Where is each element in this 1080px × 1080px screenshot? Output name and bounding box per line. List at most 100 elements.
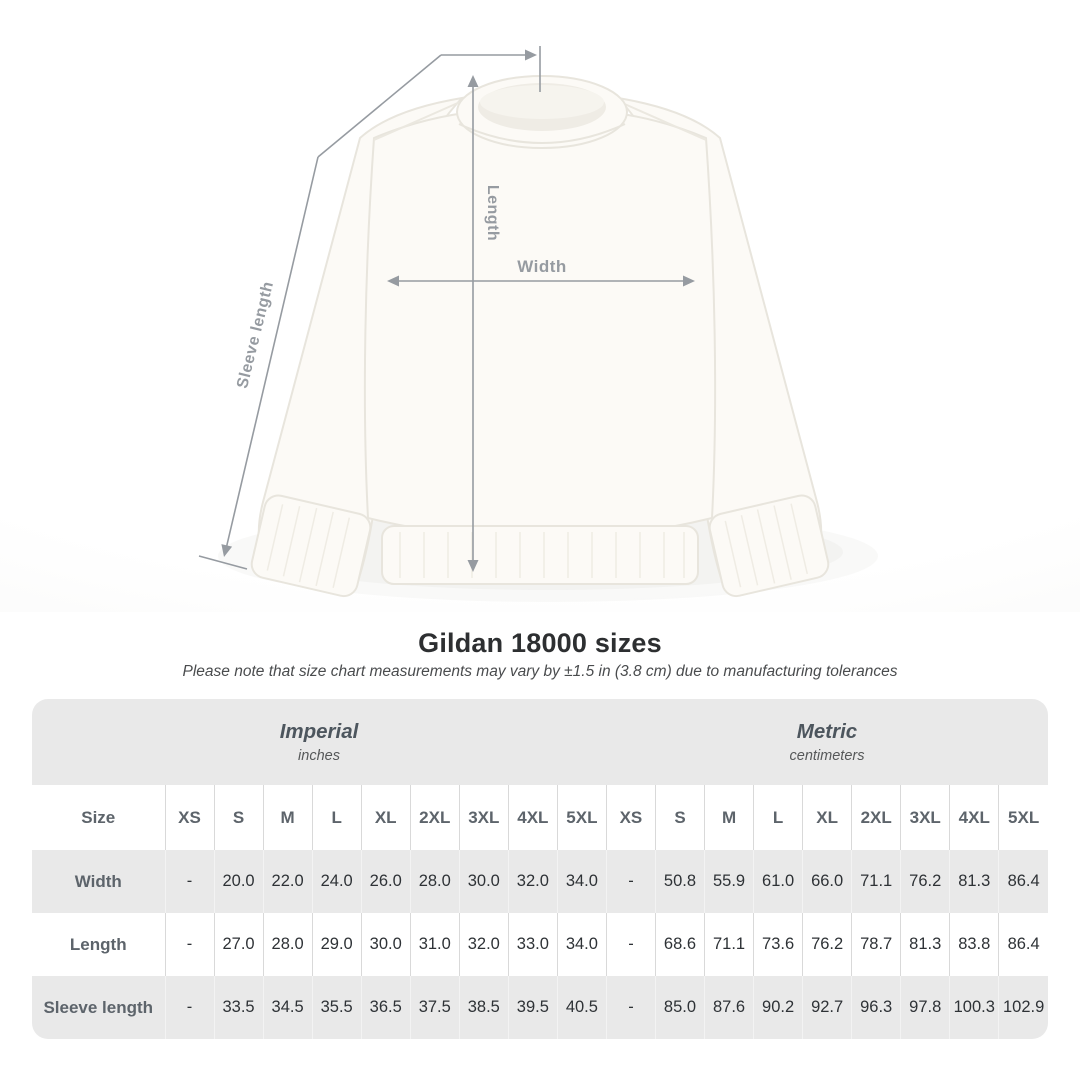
size-header-imperial: 2XL — [409, 785, 460, 850]
table-cell-imperial: 26.0 — [360, 850, 411, 913]
table-cell-metric: 86.4 — [998, 913, 1048, 976]
width-label: Width — [517, 257, 567, 276]
table-cell-imperial: 33.0 — [507, 913, 558, 976]
collar — [456, 75, 628, 149]
metric-unit: centimeters — [789, 748, 865, 764]
size-header-imperial: XS — [164, 785, 215, 850]
page-title: Gildan 18000 sizes — [418, 628, 662, 658]
table-cell-metric: 55.9 — [704, 850, 754, 913]
table-cell-imperial: 32.0 — [507, 850, 558, 913]
table-cell-metric: 83.8 — [949, 913, 999, 976]
sleeve-length-measure-line — [198, 46, 541, 570]
table-cell-imperial: 34.5 — [262, 976, 313, 1039]
units-band: Imperial inches Metric centimeters — [32, 699, 1048, 785]
table-cell-imperial: 30.0 — [360, 913, 411, 976]
table-cell-imperial: - — [164, 850, 215, 913]
size-header-metric: M — [704, 785, 754, 850]
table-cell-metric: - — [605, 913, 656, 976]
table-cell-metric: - — [605, 976, 656, 1039]
table-cell-metric: 86.4 — [998, 850, 1048, 913]
size-header-metric: L — [753, 785, 803, 850]
table-cell-metric: 102.9 — [998, 976, 1048, 1039]
table-cell-metric: 85.0 — [654, 976, 705, 1039]
size-header-imperial: 4XL — [507, 785, 558, 850]
table-cell-metric: 71.1 — [704, 913, 754, 976]
size-table-card: Imperial inches Metric centimeters Size X… — [32, 699, 1048, 1039]
table-row: Length -27.0 28.0 29.0 30.0 31.0 32.0 33.0 34.0-… — [32, 913, 1048, 976]
size-header-metric: 5XL — [998, 785, 1048, 850]
tolerance-note: Please note that size chart measurements… — [182, 663, 898, 680]
table-cell-metric: 71.1 — [851, 850, 901, 913]
table-cell-imperial: 28.0 — [409, 850, 460, 913]
imperial-section-header: Imperial inches — [32, 699, 606, 785]
table-cell-metric: - — [605, 850, 656, 913]
table-row: Width -20.0 22.0 24.0 26.0 28.0 30.0 32.0 34.0-5… — [32, 850, 1048, 913]
sweatshirt-size-diagram: Length Width Sleeve length — [198, 46, 843, 598]
table-cell-imperial: 30.0 — [458, 850, 509, 913]
table-cell-metric: 81.3 — [900, 913, 950, 976]
size-header-metric: 3XL — [900, 785, 950, 850]
size-header-imperial: S — [213, 785, 264, 850]
size-header-row: Size XS S M L XL 2XL 3XL 4XL 5XL XS S M L XL 2XL 3XL 4XL 5… — [32, 785, 1048, 850]
body-panel — [363, 106, 717, 540]
table-cell-imperial: 28.0 — [262, 913, 313, 976]
table-cell-imperial: 31.0 — [409, 913, 460, 976]
size-header-imperial: M — [262, 785, 313, 850]
size-header-imperial: 5XL — [556, 785, 607, 850]
left-cuff — [250, 494, 372, 598]
table-cell-imperial: 27.0 — [213, 913, 264, 976]
table-cell-metric: 97.8 — [900, 976, 950, 1039]
size-header-imperial: XL — [360, 785, 411, 850]
right-cuff — [708, 494, 830, 598]
table-cell-imperial: 34.0 — [556, 913, 607, 976]
sweatshirt-photo: Length Width Sleeve length — [0, 0, 1080, 612]
row-label: Sleeve length — [43, 997, 154, 1017]
table-cell-metric: 66.0 — [802, 850, 852, 913]
imperial-unit: inches — [298, 748, 340, 764]
table-cell-metric: 76.2 — [900, 850, 950, 913]
size-header-metric: S — [654, 785, 705, 850]
table-cell-imperial: 34.0 — [556, 850, 607, 913]
size-header-metric: XS — [605, 785, 656, 850]
table-cell-metric: 68.6 — [654, 913, 705, 976]
table-cell-metric: 96.3 — [851, 976, 901, 1039]
size-header-imperial: 3XL — [458, 785, 509, 850]
length-measure-line — [467, 75, 479, 572]
table-cell-imperial: 38.5 — [458, 976, 509, 1039]
table-cell-metric: 87.6 — [704, 976, 754, 1039]
table-cell-imperial: 22.0 — [262, 850, 313, 913]
table-cell-imperial: 36.5 — [360, 976, 411, 1039]
table-cell-metric: 61.0 — [753, 850, 803, 913]
size-header-metric: XL — [802, 785, 852, 850]
table-row: Sleeve length -33.5 34.5 35.5 36.5 37.5 38.5 39… — [32, 976, 1048, 1039]
length-label: Length — [484, 185, 501, 241]
table-cell-metric: 92.7 — [802, 976, 852, 1039]
row-label: Width — [74, 871, 122, 891]
table-cell-imperial: 33.5 — [213, 976, 264, 1039]
metric-section-header: Metric centimeters — [606, 699, 1048, 785]
metric-label: Metric — [796, 720, 858, 743]
sleeve-length-label: Sleeve length — [234, 280, 277, 391]
table-cell-imperial: 20.0 — [213, 850, 264, 913]
width-measure-line — [387, 275, 695, 287]
table-cell-imperial: 32.0 — [458, 913, 509, 976]
table-cell-imperial: 24.0 — [311, 850, 362, 913]
table-cell-imperial: 40.5 — [556, 976, 607, 1039]
table-cell-imperial: 39.5 — [507, 976, 558, 1039]
size-column-header: Size — [32, 785, 165, 850]
table-cell-metric: 81.3 — [949, 850, 999, 913]
table-cell-metric: 73.6 — [753, 913, 803, 976]
table-cell-metric: 76.2 — [802, 913, 852, 976]
table-cell-imperial: - — [164, 976, 215, 1039]
size-header-metric: 2XL — [851, 785, 901, 850]
table-cell-imperial: - — [164, 913, 215, 976]
table-cell-metric: 90.2 — [753, 976, 803, 1039]
size-table: Size XS S M L XL 2XL 3XL 4XL 5XL XS S M L XL 2XL 3XL 4XL 5… — [32, 785, 1048, 1039]
table-cell-metric: 50.8 — [654, 850, 705, 913]
sweatshirt — [250, 75, 830, 598]
table-cell-imperial: 37.5 — [409, 976, 460, 1039]
table-cell-metric: 78.7 — [851, 913, 901, 976]
size-header-metric: 4XL — [949, 785, 999, 850]
table-cell-metric: 100.3 — [949, 976, 999, 1039]
